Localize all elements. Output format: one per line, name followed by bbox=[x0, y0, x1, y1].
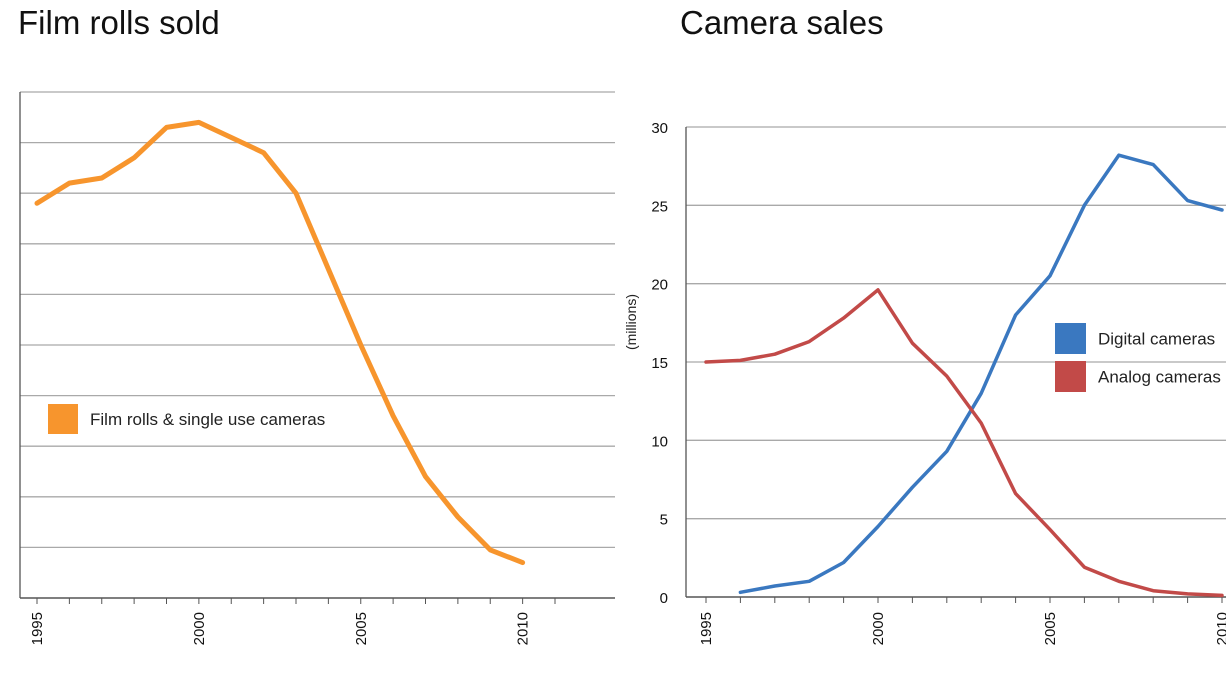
x-tick-label: 2000 bbox=[870, 612, 887, 645]
y-tick-label: 10 bbox=[651, 433, 668, 450]
x-tick-label: 2010 bbox=[515, 612, 532, 645]
y-axis-title: (millions) bbox=[623, 294, 639, 350]
x-tick-label: 1995 bbox=[698, 612, 715, 645]
x-tick-label: 1995 bbox=[29, 612, 46, 645]
series-line-digital-cameras bbox=[738, 153, 1224, 595]
series-line-film-rolls-single-use-cameras bbox=[34, 119, 526, 566]
x-tick-label: 2000 bbox=[191, 612, 208, 645]
x-tick-label: 2005 bbox=[353, 612, 370, 645]
chart-title-film-rolls: Film rolls sold bbox=[18, 4, 220, 41]
y-tick-label: 5 bbox=[660, 512, 668, 529]
chart-title-camera-sales: Camera sales bbox=[680, 4, 884, 41]
y-tick-label: 30 bbox=[651, 120, 668, 137]
legend-label: Analog cameras bbox=[1098, 368, 1221, 387]
legend-swatch bbox=[48, 404, 78, 434]
legend-swatch bbox=[1055, 361, 1086, 392]
camera-sales-chart: 1995 2000 2005 2010 0 5 10 15 20 25 30 (millions) Di… bbox=[623, 120, 1226, 645]
y-tick-label: 25 bbox=[651, 198, 668, 215]
legend-label: Film rolls & single use cameras bbox=[90, 410, 325, 429]
legend-swatch bbox=[1055, 323, 1086, 354]
x-tick-label: 2005 bbox=[1042, 612, 1059, 645]
y-tick-label: 15 bbox=[651, 355, 668, 372]
y-tick-label: 0 bbox=[660, 590, 668, 607]
series-line-analog-cameras bbox=[704, 288, 1224, 598]
film-rolls-chart: 1995 2000 2005 2010 Film rolls & single use … bbox=[19, 91, 615, 645]
legend-label: Digital cameras bbox=[1098, 330, 1215, 349]
y-tick-label: 20 bbox=[651, 277, 668, 294]
x-tick-label: 2010 bbox=[1214, 612, 1226, 645]
